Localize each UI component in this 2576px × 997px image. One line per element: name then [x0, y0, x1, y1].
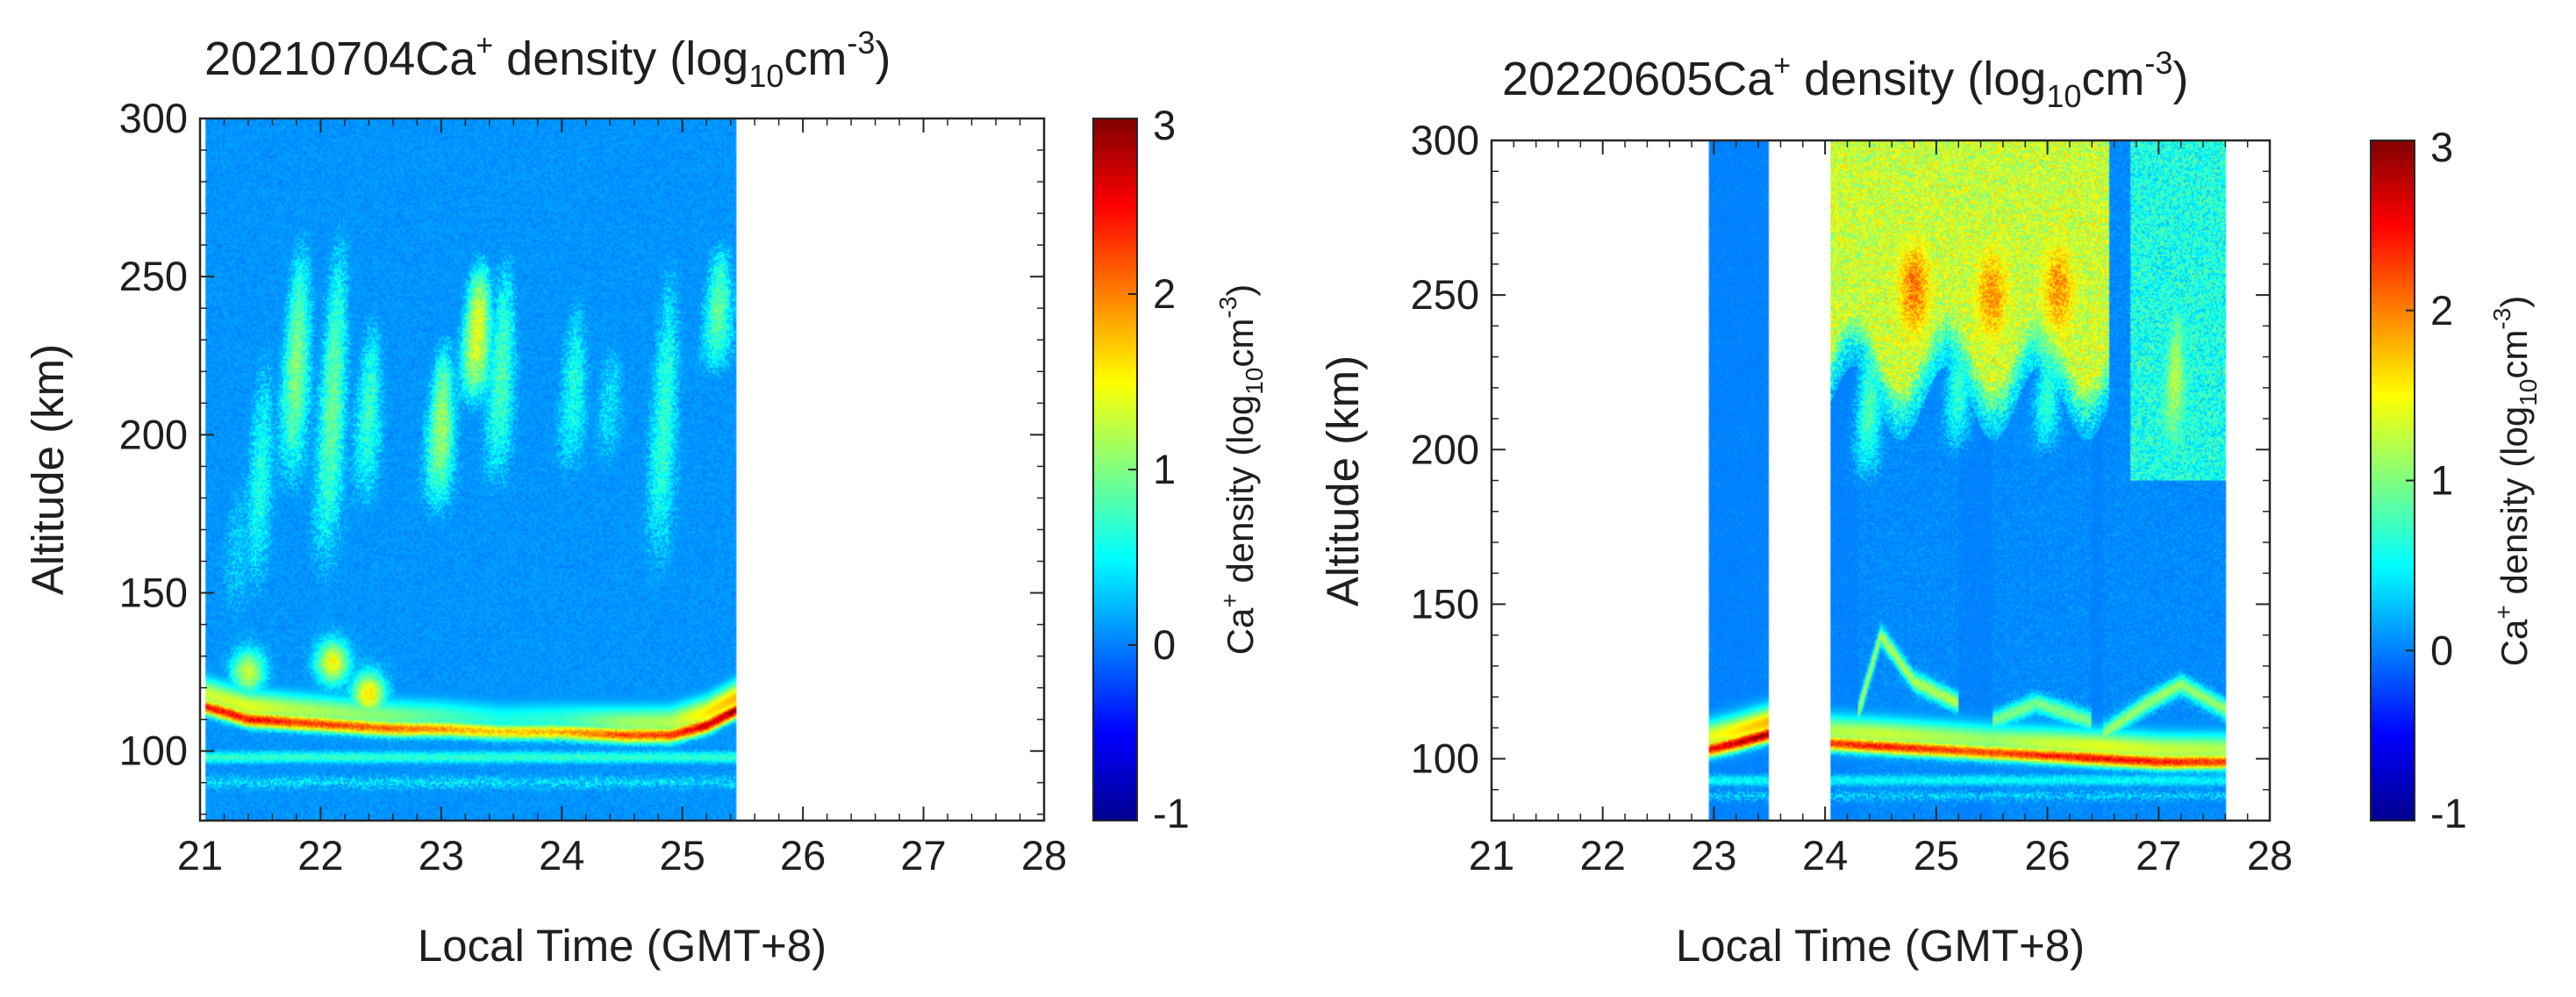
y-tick-label: 200	[1411, 426, 1479, 472]
x-tick-label: 21	[177, 832, 223, 879]
panel-2-title: 20220605Ca+ density (log10cm-3)	[1502, 45, 2188, 114]
y-tick-label: 250	[119, 253, 188, 299]
panel-2: 20220605Ca+ density (log10cm-3) 21 22 23 24…	[1318, 45, 2542, 971]
y-tick-label: 150	[1411, 580, 1479, 627]
panel-1-colorbar-ticks: -1 0 1 2 3	[1128, 102, 1190, 836]
x-tick-label: 24	[539, 832, 584, 879]
colorbar-tick-label: 0	[1153, 621, 1176, 668]
x-tick-label: 21	[1469, 832, 1514, 879]
panel-1-plot-area	[200, 118, 1044, 821]
colorbar-tick-label: 2	[1153, 270, 1176, 317]
panel-1-colorbar: -1 0 1 2 3 Ca+ density (log10cm-3)	[1092, 102, 1268, 836]
x-tick-label: 27	[2136, 832, 2181, 879]
panel-2-axes: 21 22 23 24 25 26 27 28 100 150 200 250 300	[1411, 117, 2293, 879]
colorbar-tick-label: -1	[1153, 790, 1190, 836]
colorbar-tick-label: 1	[2430, 457, 2453, 504]
panel-1-x-axis-title: Local Time (GMT+8)	[418, 921, 826, 971]
y-tick-label: 150	[119, 570, 188, 616]
panel-2-plot-area	[1492, 140, 2270, 821]
y-tick-label: 100	[119, 728, 188, 774]
panel-1-axes: 21 22 23 24 25 26 27 28 100 150 200 250 300	[119, 95, 1068, 879]
colorbar-tick-label: 2	[2430, 287, 2453, 334]
x-tick-label: 23	[419, 832, 464, 879]
y-tick-label: 300	[119, 95, 188, 141]
x-tick-label: 27	[900, 832, 946, 879]
y-tick-label: 250	[1411, 271, 1479, 318]
y-tick-label: 100	[1411, 735, 1479, 782]
x-tick-label: 26	[2024, 832, 2070, 879]
panel-2-colorbar: -1 0 1 2 3 Ca+ density (log10cm-3)	[2370, 124, 2542, 836]
x-tick-label: 25	[1914, 832, 1959, 879]
x-tick-label: 22	[297, 832, 343, 879]
colorbar-tick-label: 3	[2430, 124, 2453, 170]
panel-2-colorbar-ticks: -1 0 1 2 3	[2406, 124, 2467, 836]
colorbar-tick-label: 0	[2430, 627, 2453, 673]
colorbar-tick-label: -1	[2430, 790, 2467, 836]
panel-2-x-axis-title: Local Time (GMT+8)	[1676, 921, 2085, 971]
colorbar-tick-label: 3	[1153, 102, 1176, 148]
panel-2-y-axis-title: Altitude (km)	[1318, 355, 1368, 606]
colorbar-tick-label: 1	[1153, 446, 1176, 492]
panel-1-title: 20210704Ca+ density (log10cm-3)	[204, 25, 891, 94]
x-tick-label: 28	[1021, 832, 1067, 879]
x-tick-label: 26	[780, 832, 826, 879]
panel-1-heatmap	[200, 118, 1044, 821]
y-tick-label: 300	[1411, 117, 1479, 163]
x-tick-label: 25	[660, 832, 705, 879]
panel-1-colorbar-title: Ca+ density (log10cm-3)	[1214, 284, 1268, 656]
y-tick-label: 200	[119, 411, 188, 457]
panel-1: 20210704Ca+ density (log10cm-3) 21 22 23 24…	[23, 25, 1268, 971]
x-tick-label: 22	[1580, 832, 1626, 879]
x-tick-label: 23	[1691, 832, 1736, 879]
panel-2-heatmap	[1492, 140, 2270, 821]
panel-1-y-axis-title: Altitude (km)	[23, 344, 73, 595]
x-tick-label: 24	[1802, 832, 1848, 879]
panel-1-axes-box	[198, 117, 1046, 822]
panel-2-colorbar-title: Ca+ density (log10cm-3)	[2488, 296, 2542, 667]
x-tick-label: 28	[2247, 832, 2293, 879]
